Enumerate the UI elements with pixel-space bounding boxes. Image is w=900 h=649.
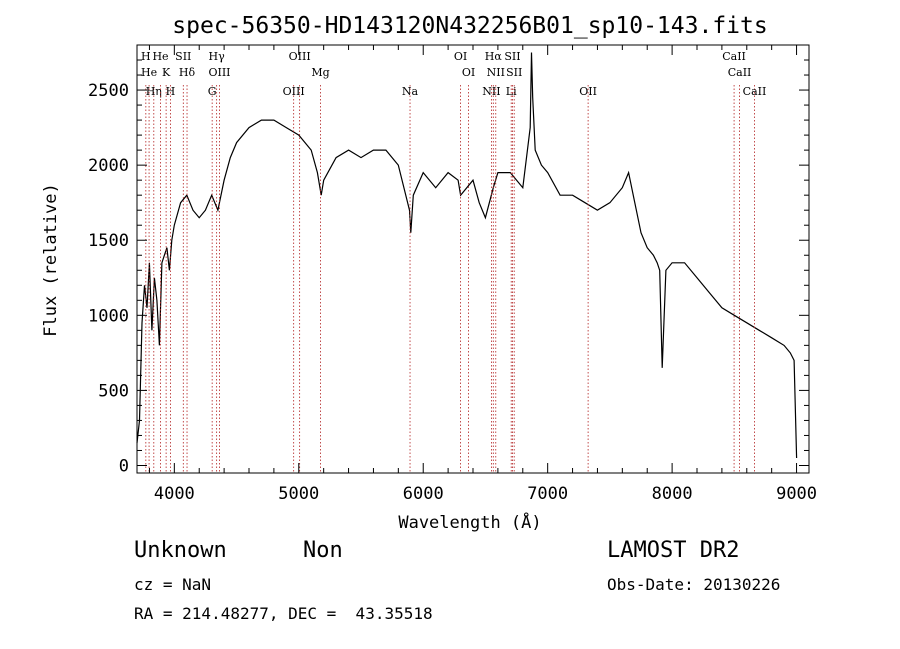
x-tick-label: 9000	[776, 484, 817, 504]
line-marker-label: SII	[506, 66, 522, 79]
coordinates-text: RA = 214.48277, DEC = 43.35518	[134, 604, 433, 623]
line-marker-label: Mg	[311, 66, 329, 79]
y-tick-label: 2500	[88, 81, 129, 101]
line-marker-label: Li	[506, 85, 517, 98]
line-marker-label: SII	[504, 50, 520, 63]
y-tick-label: 0	[119, 456, 129, 476]
plot-area	[136, 52, 798, 459]
y-tick-label: 500	[98, 381, 129, 401]
x-tick-label: 5000	[278, 484, 319, 504]
redshift-text: cz = NaN	[134, 575, 212, 594]
x-axis-label: Wavelength (Å)	[398, 511, 541, 533]
object-subclass: Non	[303, 538, 343, 563]
line-marker-label: OIII	[208, 66, 230, 79]
line-marker-label: G	[208, 85, 217, 98]
survey-label: LAMOST DR2	[607, 538, 740, 563]
line-marker-label: NII	[487, 66, 505, 79]
x-tick-label: 4000	[154, 484, 195, 504]
x-tick-label: 6000	[403, 484, 444, 504]
obs-date-text: Obs-Date: 20130226	[607, 575, 781, 594]
x-tick-label: 8000	[652, 484, 693, 504]
line-marker-label: CaII	[722, 50, 746, 63]
line-marker-label: Hη	[146, 85, 162, 98]
y-tick-label: 2000	[88, 156, 129, 176]
line-marker-label: OIII	[289, 50, 311, 63]
line-marker-label: CaII	[743, 85, 767, 98]
y-tick-label: 1500	[88, 231, 129, 251]
spectral-line-markers: HHeHηHeKHSIIHδGHγOIIIOIIIOIIIMgNaOIOINII…	[141, 50, 766, 473]
line-marker-label: H	[166, 85, 176, 98]
line-marker-label: OII	[579, 85, 597, 98]
y-tick-label: 1000	[88, 306, 129, 326]
line-marker-label: Hγ	[209, 50, 226, 63]
chart-title: spec-56350-HD143120N432256B01_sp10-143.f…	[172, 13, 767, 39]
spectrum-line	[136, 52, 798, 459]
x-tick-label: 7000	[527, 484, 568, 504]
object-class: Unknown	[134, 538, 227, 563]
line-marker-label: He	[152, 50, 168, 63]
line-marker-label: K	[162, 66, 171, 79]
x-axis: 4000 5000 6000 7000 8000 9000	[148, 45, 817, 504]
line-marker-label: OI	[462, 66, 475, 79]
line-marker-label: OI	[454, 50, 467, 63]
line-marker-label: Hδ	[179, 66, 196, 79]
line-marker-label: Hα	[485, 50, 503, 63]
line-marker-label: H	[141, 50, 151, 63]
y-axis-label: Flux (relative)	[41, 183, 61, 337]
line-marker-label: OIII	[283, 85, 305, 98]
line-marker-label: He	[141, 66, 157, 79]
y-axis: 0 500 1000 1500 2000 2500	[88, 59, 809, 476]
line-marker-label: SII	[175, 50, 191, 63]
line-marker-label: Na	[402, 85, 419, 98]
line-marker-label: NII	[482, 85, 500, 98]
plot-frame	[136, 44, 810, 474]
line-marker-label: CaII	[728, 66, 752, 79]
